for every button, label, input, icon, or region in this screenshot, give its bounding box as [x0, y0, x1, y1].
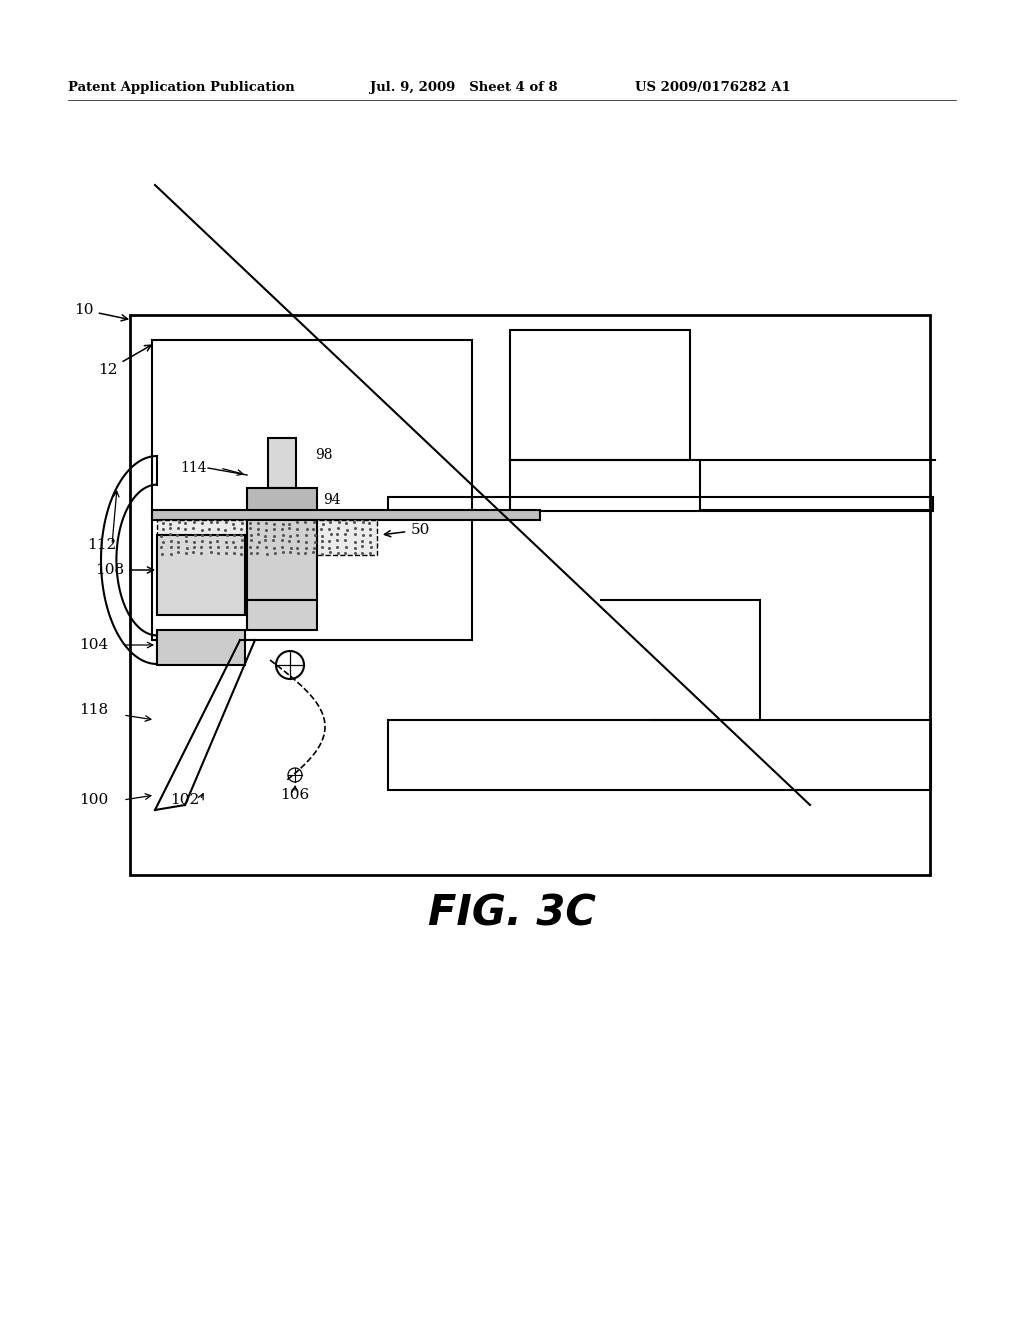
Text: 114: 114 — [180, 461, 207, 475]
Bar — [268, 438, 296, 488]
Bar — [510, 330, 690, 459]
Bar — [157, 630, 245, 665]
Text: US 2009/0176282 A1: US 2009/0176282 A1 — [635, 82, 791, 95]
Text: FIG. 3C: FIG. 3C — [428, 894, 596, 935]
Bar — [388, 498, 933, 511]
Text: 118: 118 — [79, 704, 108, 717]
Text: 50: 50 — [384, 523, 430, 537]
Text: 102: 102 — [170, 793, 200, 807]
Bar — [388, 719, 931, 789]
Text: 12: 12 — [98, 346, 152, 378]
Bar — [152, 341, 472, 640]
Text: 10: 10 — [75, 304, 128, 321]
Text: 112: 112 — [87, 539, 117, 552]
Bar — [157, 520, 377, 554]
Text: 98: 98 — [315, 447, 333, 462]
Bar — [247, 520, 317, 601]
Text: 94: 94 — [323, 492, 341, 507]
Bar — [157, 535, 245, 615]
Bar — [130, 315, 930, 875]
Text: 106: 106 — [281, 788, 309, 803]
Text: 108: 108 — [95, 564, 154, 577]
Bar — [247, 601, 317, 630]
Bar — [152, 510, 540, 520]
Text: 104: 104 — [79, 638, 108, 652]
Text: Jul. 9, 2009   Sheet 4 of 8: Jul. 9, 2009 Sheet 4 of 8 — [370, 82, 558, 95]
Bar — [247, 488, 317, 516]
Text: 100: 100 — [79, 793, 108, 807]
Text: Patent Application Publication: Patent Application Publication — [68, 82, 295, 95]
